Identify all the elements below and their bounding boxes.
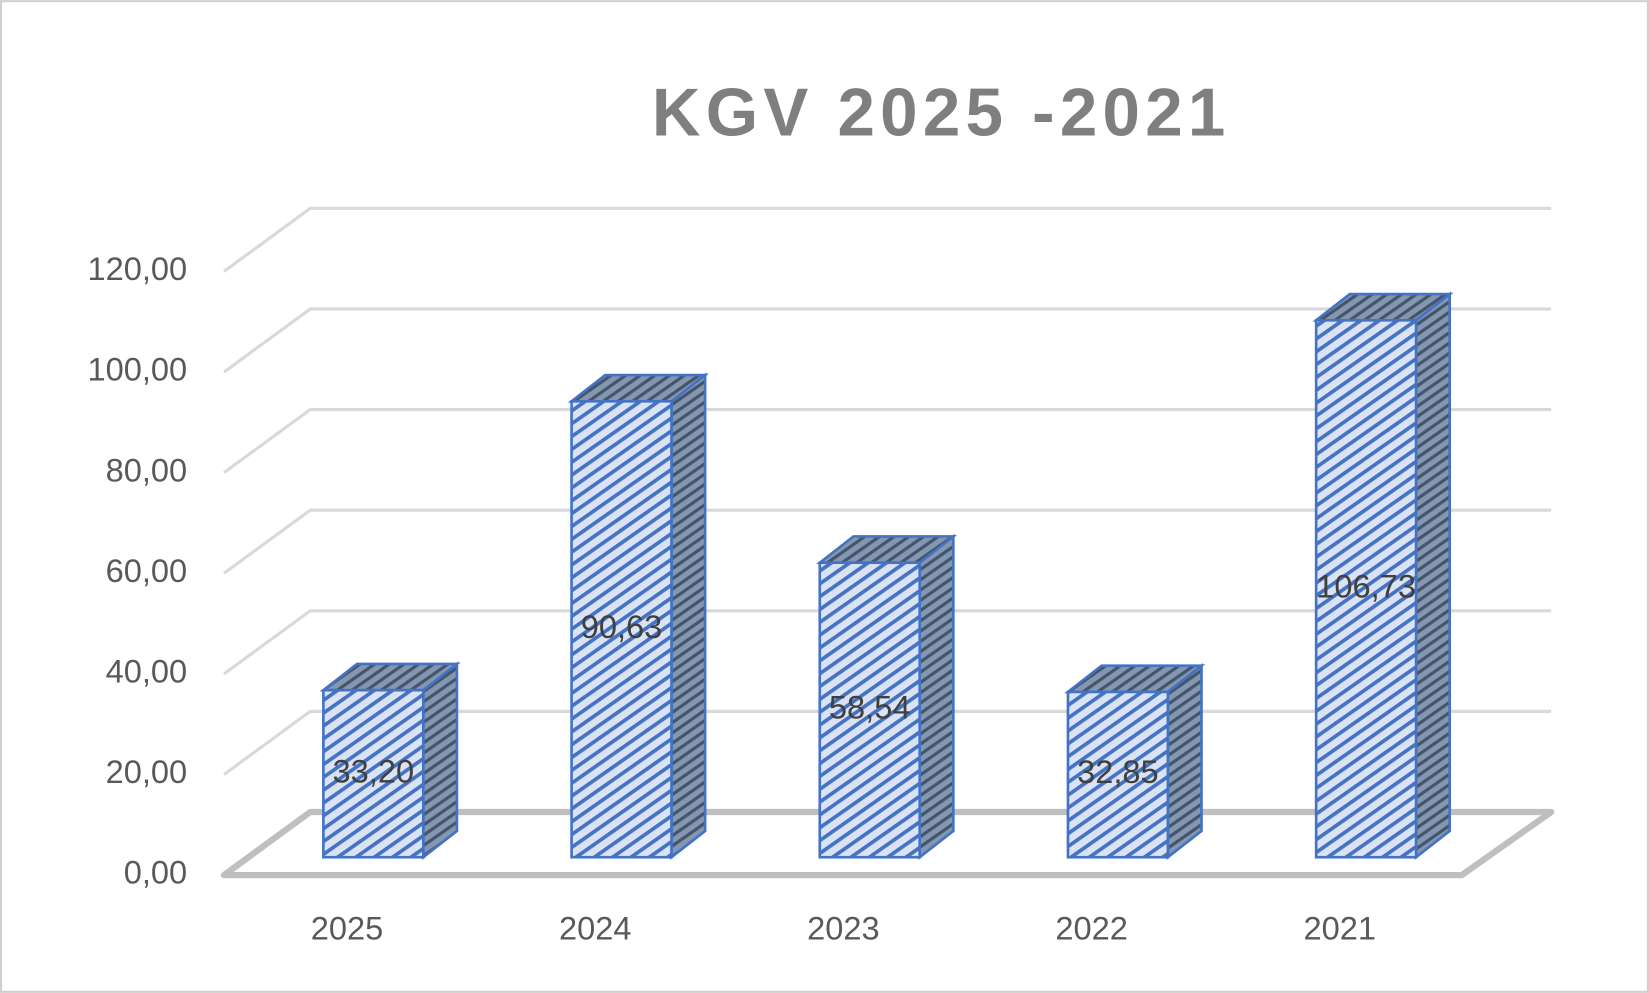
data-label: 58,54: [829, 689, 911, 726]
y-tick-label: 80,00: [106, 451, 188, 488]
grid-line: [223, 307, 1552, 374]
bar-side: [918, 533, 955, 860]
data-label: 106,73: [1316, 567, 1416, 604]
data-label: 90,63: [581, 608, 663, 645]
chart-title: KGV 2025 -2021: [652, 76, 1231, 151]
bar-side: [670, 372, 707, 860]
data-label: 32,85: [1077, 753, 1159, 790]
bar: [818, 561, 921, 859]
data-label: 33,20: [333, 752, 415, 789]
bar-side: [1166, 662, 1203, 860]
y-tick-label: 0,00: [124, 854, 187, 891]
y-tick-label: 20,00: [106, 753, 188, 790]
y-tick-label: 100,00: [87, 351, 187, 388]
grid-line: [223, 407, 1552, 474]
x-tick-label: 2023: [807, 909, 880, 946]
y-tick-label: 120,00: [87, 250, 187, 287]
y-tick-label: 40,00: [106, 652, 188, 689]
bar: [1314, 319, 1418, 859]
bar: [1066, 690, 1170, 859]
floor: [220, 808, 1555, 879]
y-tick-label: 60,00: [106, 552, 188, 589]
bar: [322, 688, 425, 859]
grid-line: [223, 609, 1552, 676]
x-tick-label: 2022: [1055, 909, 1128, 946]
grid-line: [223, 508, 1552, 575]
bar-side: [421, 661, 459, 860]
x-tick-label: 2025: [311, 909, 384, 946]
x-tick-label: 2024: [559, 909, 632, 946]
bar: [570, 399, 673, 859]
bar-side: [1414, 291, 1452, 860]
x-tick-label: 2021: [1304, 909, 1377, 946]
grid-line: [223, 206, 1552, 273]
